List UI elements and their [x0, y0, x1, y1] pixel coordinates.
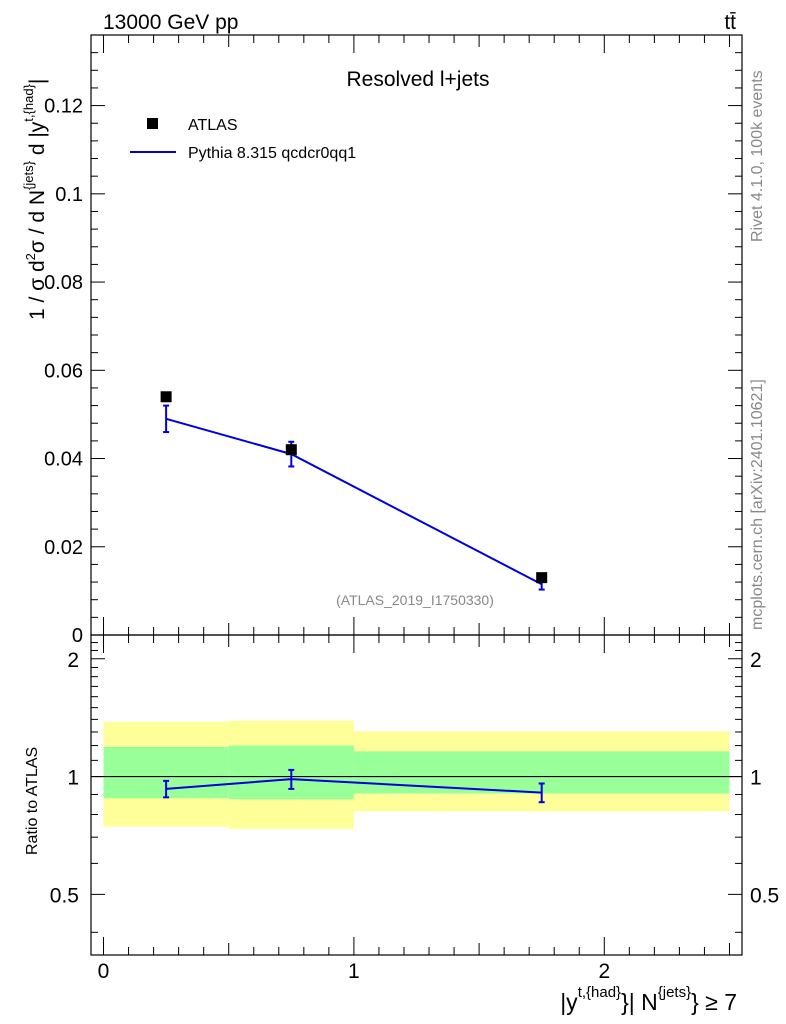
pythia-series-line [165, 417, 543, 586]
main-y-tick-label: 0.1 [55, 184, 83, 206]
mcplots-label: mcplots.cern.ch [arXiv:2401.10621] [749, 379, 766, 630]
ratio-frame [90, 634, 743, 956]
atlas-data-point [160, 391, 172, 403]
ratio-y-tick-label-right: 0.5 [750, 884, 779, 907]
x-tick-label: 2 [598, 960, 610, 983]
atlas-data-point [285, 444, 297, 456]
ratio-y-tick-label: 0.5 [50, 884, 79, 907]
x-tick-label: 0 [98, 960, 110, 983]
legend-atlas-marker [147, 118, 158, 129]
legend-atlas-label: ATLAS [188, 117, 238, 134]
analysis-id: (ATLAS_2019_I1750330) [336, 592, 494, 608]
main-y-tick-label: 0 [72, 625, 83, 647]
ratio-y-tick-label: 1 [67, 767, 79, 790]
svg-text:|yt,{had}}| N{jets}} ≥ 7: |yt,{had}}| N{jets}} ≥ 7 [560, 984, 737, 1015]
main-y-tick-label: 0.12 [44, 96, 83, 118]
plot-title: Resolved l+jets [347, 68, 490, 91]
header-right: tt̄ [724, 11, 736, 34]
main-y-tick-label: 0.06 [44, 360, 83, 382]
legend-pythia-label: Pythia 8.315 qcdcr0qq1 [188, 145, 356, 162]
ratio-y-tick-label: 2 [67, 649, 79, 672]
atlas-data-point [536, 572, 548, 584]
ratio-y-tick-label-right: 2 [750, 649, 762, 672]
main-y-tick-label: 0.04 [44, 449, 83, 471]
rivet-label: Rivet 4.1.0, 100k events [749, 70, 766, 242]
main-y-tick-label: 0.08 [44, 272, 83, 294]
x-axis-label: |yt,{had}}| N{jets}} ≥ 7 [560, 984, 737, 1015]
ratio-plot: 0.5 0.5 1 1 2 2 0 1 2 [50, 634, 779, 983]
legend: ATLAS Pythia 8.315 qcdcr0qq1 [130, 117, 356, 162]
x-tick-label: 1 [348, 960, 360, 983]
main-y-tick-label: 0.02 [44, 537, 83, 559]
ratio-y-tick-label-right: 1 [750, 767, 762, 790]
ratio-y-axis-label: Ratio to ATLAS [24, 747, 41, 855]
header-left: 13000 GeV pp [103, 11, 238, 34]
